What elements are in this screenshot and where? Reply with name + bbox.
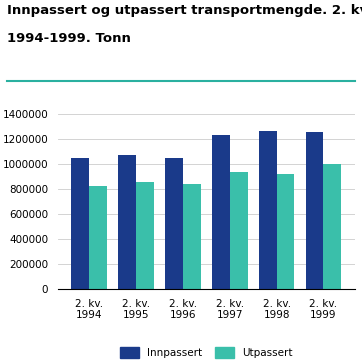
- Bar: [277, 174, 294, 289]
- Bar: [71, 158, 89, 289]
- Bar: [230, 173, 248, 289]
- Bar: [324, 164, 341, 289]
- Bar: [89, 186, 107, 289]
- Legend: Innpassert, Utpassert: Innpassert, Utpassert: [120, 347, 292, 358]
- Bar: [136, 182, 154, 289]
- Text: 1994-1999. Tonn: 1994-1999. Tonn: [7, 32, 131, 45]
- Bar: [183, 184, 201, 289]
- Text: Innpassert og utpassert transportmengde. 2. kvartal: Innpassert og utpassert transportmengde.…: [7, 4, 362, 17]
- Bar: [165, 158, 183, 289]
- Bar: [259, 131, 277, 289]
- Bar: [212, 135, 230, 289]
- Bar: [306, 132, 324, 289]
- Bar: [118, 155, 136, 289]
